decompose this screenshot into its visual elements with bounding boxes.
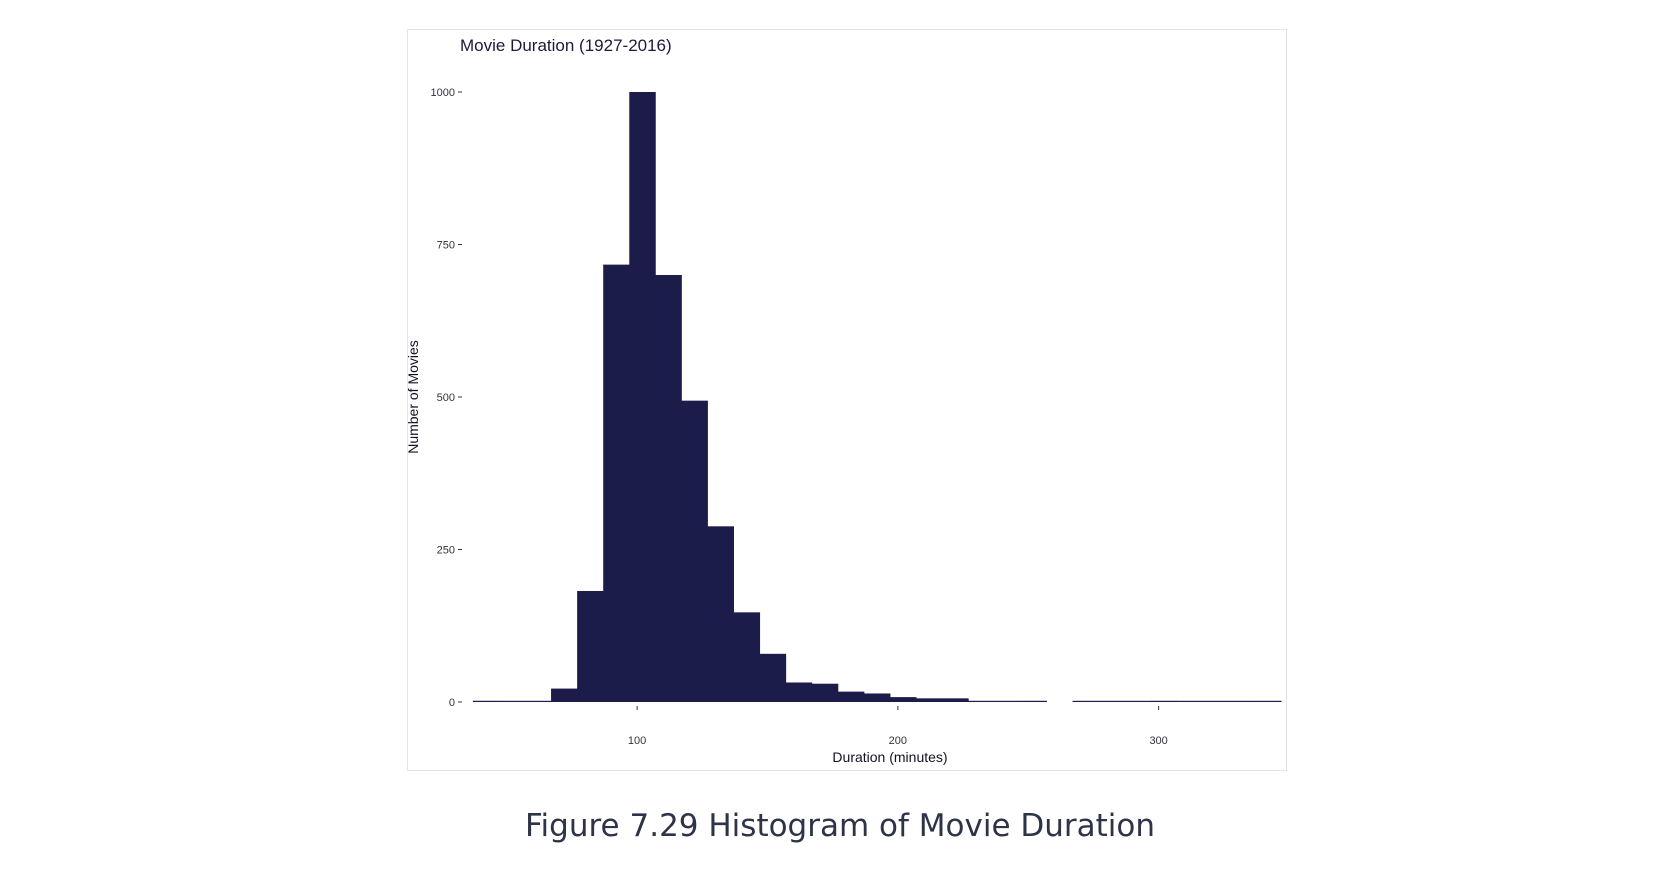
y-tick-label: 250 [437, 545, 455, 557]
histogram-bar [942, 698, 969, 702]
figure-caption: Figure 7.29 Histogram of Movie Duration [524, 808, 1156, 844]
x-tick-label: 300 [1149, 735, 1167, 747]
x-tick-label: 200 [889, 735, 907, 747]
bars-group [472, 92, 1282, 702]
y-axis: 0 250 500 750 1000 [431, 87, 462, 709]
histogram-bar [707, 526, 734, 702]
x-tick-label: 100 [628, 735, 646, 747]
histogram-bar [1020, 700, 1047, 702]
histogram-bar [1229, 700, 1256, 702]
histogram-bar [603, 264, 630, 702]
histogram-bar [655, 275, 682, 702]
histogram-bar [1072, 700, 1100, 702]
histogram-bar [759, 653, 787, 702]
histogram-bar [785, 682, 813, 702]
histogram-bar [890, 697, 917, 702]
histogram-bar [681, 400, 708, 702]
x-axis: 100 200 300 [628, 706, 1168, 747]
histogram-bar [1255, 700, 1282, 702]
histogram-bar [916, 698, 943, 702]
histogram-bar [1098, 700, 1126, 702]
histogram-bar [968, 700, 995, 702]
histogram-bar [837, 691, 865, 702]
histogram-bar [472, 700, 500, 702]
histogram-bar [629, 92, 656, 702]
histogram-bar [498, 700, 526, 702]
y-axis-label: Number of Movies [408, 340, 421, 454]
histogram-bar [1176, 700, 1204, 702]
y-tick-label: 0 [449, 697, 455, 709]
histogram-chart: 0 250 500 750 1000 100 200 300 Duration (minut… [408, 87, 1282, 765]
histogram-bar [551, 688, 578, 702]
histogram-bar [733, 612, 761, 702]
histogram-bar [1124, 700, 1152, 702]
chart-title: Movie Duration (1927-2016) [460, 36, 672, 55]
histogram-bar [577, 590, 604, 702]
x-axis-label: Duration (minutes) [832, 749, 947, 765]
histogram-bar [811, 683, 839, 702]
y-tick-label: 1000 [431, 87, 455, 99]
histogram-bar [524, 700, 552, 702]
histogram-bar [863, 693, 891, 702]
chart-frame: Movie Duration (1927-2016) 0 250 500 750 100… [407, 29, 1287, 771]
y-tick-label: 750 [437, 240, 455, 252]
y-tick-label: 500 [437, 392, 455, 404]
histogram-bar [994, 700, 1021, 702]
histogram-bar [1150, 700, 1178, 702]
histogram-bar [1202, 700, 1230, 702]
